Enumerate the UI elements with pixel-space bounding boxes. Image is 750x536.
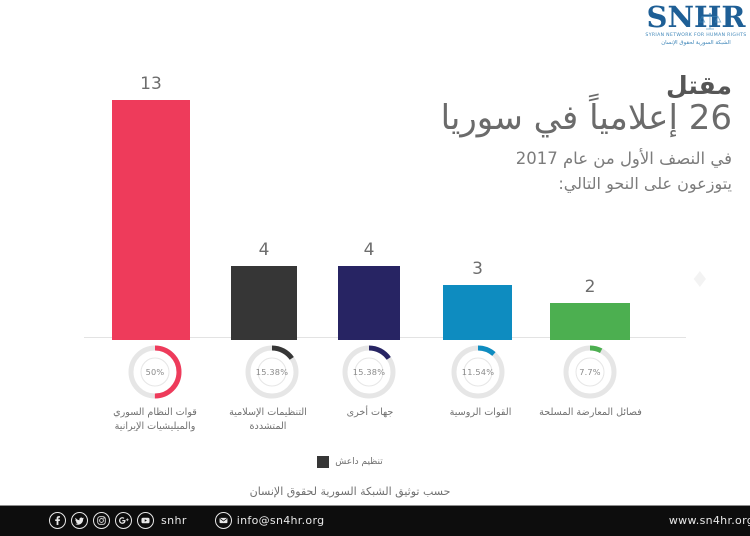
chart-legend: تنظيم داعش xyxy=(0,456,700,468)
bar-rect xyxy=(550,303,630,340)
donut-chart: 7.7% xyxy=(561,343,619,401)
donut-chart: 15.38% xyxy=(243,343,301,401)
category-label-line1: التنظيمات الإسلامية xyxy=(229,407,307,418)
bar-group: 4 xyxy=(231,43,297,340)
googleplus-icon[interactable] xyxy=(115,512,132,529)
donut-svg xyxy=(245,345,299,399)
donut-svg xyxy=(128,345,182,399)
bar-rect xyxy=(231,266,297,340)
headline-line-1: مقتل xyxy=(666,71,732,100)
donut-percent-label: 11.54% xyxy=(461,367,495,377)
social-links[interactable]: snhr xyxy=(8,512,187,529)
donut-svg xyxy=(563,345,617,399)
category-label-line1: قوات النظام السوري xyxy=(113,407,197,418)
donut-svg xyxy=(451,345,505,399)
category-label-line2: المتشددة xyxy=(249,421,287,432)
headline-block: مقتل 26 إعلامياً في سوريا في النصف الأول… xyxy=(312,72,732,196)
headline-line-2: 26 إعلامياً في سوريا xyxy=(440,98,732,138)
category-label-line1: فصائل المعارضة المسلحة xyxy=(539,407,642,418)
bar-rect xyxy=(112,100,190,340)
category-label: جهات أخرى xyxy=(330,406,410,420)
bar-rect xyxy=(443,284,512,340)
bar-group: 13 xyxy=(112,43,190,340)
donut-percent-label: 15.38% xyxy=(352,367,386,377)
bar-value-label: 4 xyxy=(258,240,270,261)
bar-value-label: 2 xyxy=(584,277,596,298)
snhr-logo: SNHR SYRIAN NETWORK FOR HUMAN RIGHTS الش… xyxy=(636,2,750,47)
bar-group: 3 xyxy=(443,43,512,340)
instagram-icon[interactable] xyxy=(93,512,110,529)
email-address: info@sn4hr.org xyxy=(236,514,325,527)
envelope-icon xyxy=(214,512,232,529)
donut-percent-label: 50% xyxy=(145,367,165,377)
footer-bar: snhr info@sn4hr.org www.sn4hr.org xyxy=(0,505,750,536)
logo-subtitle-ar: الشبكة السورية لحقوق الإنسان xyxy=(661,40,731,46)
headline-line-3: في النصف الأول من عام 2017 xyxy=(515,149,732,168)
logo-wordmark: SNHR xyxy=(646,0,746,34)
donut-svg xyxy=(342,345,396,399)
headline-line-4: يتوزعون على النحو التالي: xyxy=(558,174,732,193)
donut-percent-label: 15.38% xyxy=(255,367,289,377)
donut-chart: 11.54% xyxy=(449,343,507,401)
bar-value-label: 4 xyxy=(363,240,375,261)
email-group[interactable]: info@sn4hr.org xyxy=(214,512,325,529)
logo-subtitle-en: SYRIAN NETWORK FOR HUMAN RIGHTS xyxy=(645,33,747,38)
bar-chart: 13 4 4 3 2 xyxy=(0,40,700,340)
category-label: القوات الروسية xyxy=(438,406,523,420)
bar-value-label: 13 xyxy=(140,74,162,94)
legend-label: تنظيم داعش xyxy=(335,457,383,467)
bar-group: 2 xyxy=(550,43,630,340)
donut-chart: 15.38% xyxy=(340,343,398,401)
source-note: حسب توثيق الشبكة السورية لحقوق الإنسان xyxy=(249,485,451,498)
category-label-line1: جهات أخرى xyxy=(346,407,394,418)
watermark: ♦ xyxy=(690,268,710,294)
donut-chart: 50% xyxy=(126,343,184,401)
category-label: قوات النظام السوري والميليشيات الإيرانية xyxy=(100,406,210,434)
donut-row: 50% 15.38% 15.38% 11.54% 7.7% xyxy=(0,343,700,403)
website-url: www.sn4hr.org xyxy=(668,514,750,527)
category-label: فصائل المعارضة المسلحة xyxy=(528,406,653,420)
social-handle: snhr xyxy=(161,514,187,527)
scales-of-justice-icon xyxy=(698,12,722,30)
youtube-icon[interactable] xyxy=(137,512,154,529)
bar-value-label: 3 xyxy=(472,258,483,279)
category-label-line2: والميليشيات الإيرانية xyxy=(114,421,196,432)
category-label: التنظيمات الإسلامية المتشددة xyxy=(218,406,318,434)
donut-percent-label: 7.7% xyxy=(579,367,601,377)
category-label-line1: القوات الروسية xyxy=(449,407,512,418)
facebook-icon[interactable] xyxy=(49,512,66,529)
bar-group: 4 xyxy=(338,43,400,340)
twitter-icon[interactable] xyxy=(71,512,88,529)
legend-swatch-isis xyxy=(317,456,330,468)
bar-rect xyxy=(338,266,400,340)
